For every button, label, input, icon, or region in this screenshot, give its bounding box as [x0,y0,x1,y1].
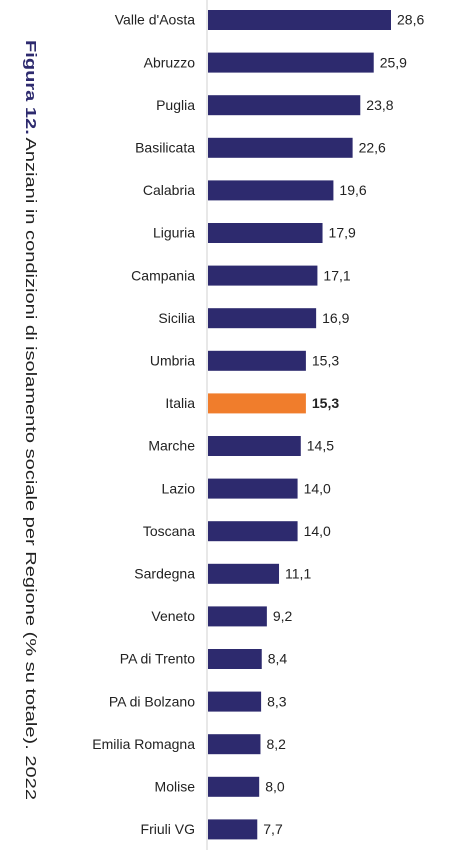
category-label: Calabria [143,182,195,198]
value-label: 14,5 [307,438,334,454]
bar [208,436,301,456]
category-label: Friuli VG [141,821,195,837]
value-label: 9,2 [273,608,293,624]
value-label: 8,2 [266,736,286,752]
category-label: PA di Bolzano [109,693,195,709]
category-label: Molise [155,779,196,795]
category-label: Sardegna [134,566,195,582]
value-label: 28,6 [397,12,424,28]
bar [208,137,353,158]
bar [208,734,261,755]
value-label: 19,6 [339,182,366,198]
title-text: Anziani in condizioni di isolamento soci… [22,137,39,800]
category-label: Emilia Romagna [92,736,195,752]
value-label: 14,0 [304,480,331,496]
category-label: Campania [131,267,195,283]
value-label: 17,9 [329,225,356,241]
category-label: Umbria [150,353,195,369]
bar [208,478,298,499]
category-label: Basilicata [135,140,195,156]
value-label: 8,3 [267,693,287,709]
value-label: 14,0 [304,523,331,539]
value-label: 11,1 [285,566,311,582]
value-label: 8,0 [265,779,285,795]
bar [208,52,374,73]
bar [208,776,260,797]
category-label: Sicilia [158,310,195,326]
bar [208,819,258,840]
value-label: 7,7 [263,821,283,837]
category-label: Lazio [162,480,196,496]
bar [208,649,262,669]
bar [208,691,262,712]
bar [208,308,317,329]
category-label: Marche [148,438,195,454]
bar [208,180,334,201]
category-label: Valle d'Aosta [115,12,195,28]
figure-label: Figura 12. [22,40,39,135]
bar [208,223,323,243]
category-label: Veneto [151,608,195,624]
category-label: Liguria [153,225,195,241]
value-label: 25,9 [380,54,407,70]
value-label: 17,1 [323,267,350,283]
bar [208,393,306,414]
bar [208,521,298,542]
bar [208,265,318,286]
value-label: 15,3 [312,353,339,369]
category-label: Toscana [143,523,195,539]
value-label: 8,4 [268,651,288,667]
category-label: Abruzzo [144,54,196,70]
category-label: Puglia [156,97,195,113]
bar [208,606,267,627]
value-label: 23,8 [366,97,393,113]
category-label: Italia [165,395,195,411]
chart-title: Figura 12. Anziani in condizioni di isola… [22,40,39,800]
bar [208,563,280,584]
bar [208,350,306,371]
bar [208,95,361,116]
value-label: 16,9 [322,310,349,326]
category-label: PA di Trento [120,651,195,667]
bar [208,10,391,30]
value-label: 22,6 [359,140,386,156]
value-label: 15,3 [312,395,339,411]
